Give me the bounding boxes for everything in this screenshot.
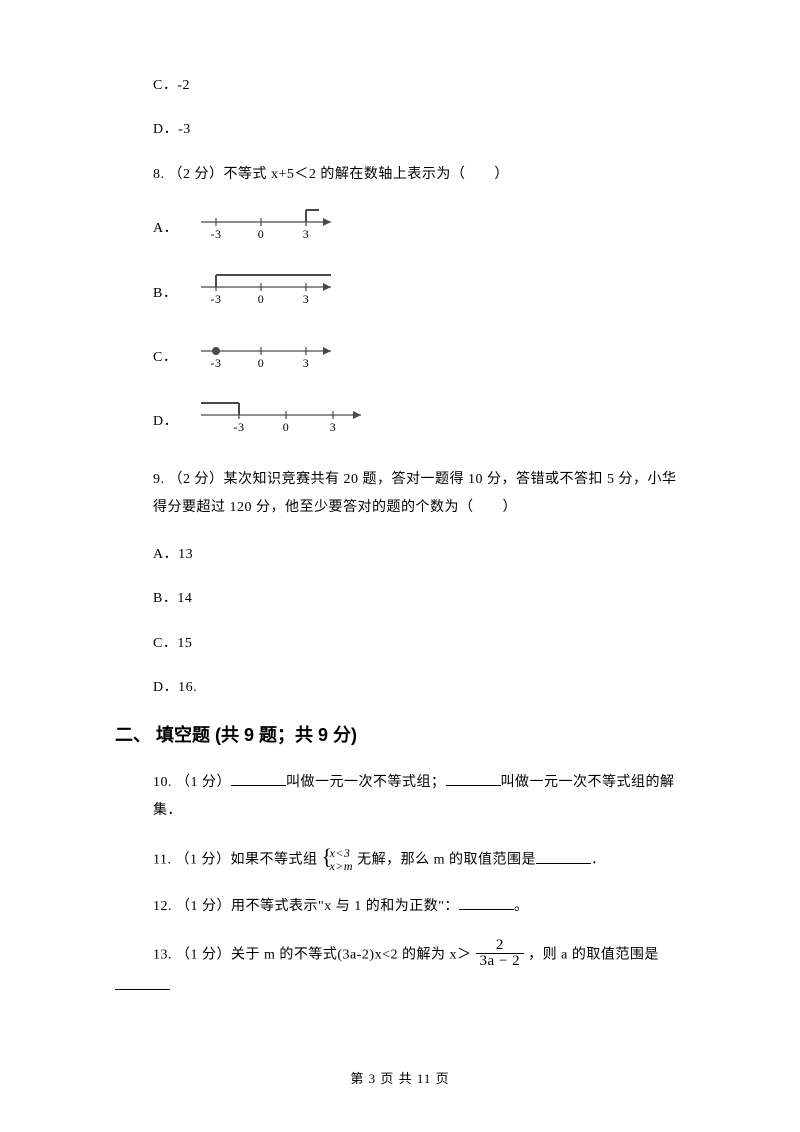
- blank[interactable]: [459, 896, 514, 910]
- q13-mid: ，则 a 的取值范围是: [528, 948, 659, 963]
- svg-text:0: 0: [258, 356, 265, 370]
- q10-mid1: 叫做一元一次不等式组；: [286, 775, 446, 790]
- fraction-denominator: 3a − 2: [476, 953, 525, 969]
- svg-text:0: 0: [258, 227, 265, 241]
- q8-option-b-label: B．: [153, 283, 181, 305]
- q8-text: 8. （2 分）不等式 x+5＜2 的解在数轴上表示为（ ）: [115, 164, 685, 186]
- svg-text:0: 0: [283, 420, 290, 434]
- q9-option-d: D．16.: [115, 677, 685, 699]
- fraction-numerator: 2: [476, 938, 525, 953]
- q10-pre: 10. （1 分）: [153, 775, 231, 790]
- number-line-c: -3 0 3: [191, 337, 351, 379]
- blank[interactable]: [536, 850, 591, 864]
- q9-option-b: B．14: [115, 588, 685, 610]
- svg-text:-3: -3: [234, 420, 245, 434]
- svg-text:-3: -3: [211, 292, 222, 306]
- brace-expression: x<3 x>m: [321, 847, 353, 873]
- q11-post: ．: [591, 853, 606, 868]
- brace-bot: x>m: [329, 860, 353, 873]
- svg-text:3: 3: [303, 227, 310, 241]
- page-footer: 第 3 页 共 11 页: [0, 1068, 800, 1087]
- section-2-header: 二、 填空题 (共 9 题；共 9 分): [115, 721, 685, 747]
- svg-text:-3: -3: [211, 227, 222, 241]
- q11: 11. （1 分）如果不等式组 x<3 x>m 无解，那么 m 的取值范围是 ．: [115, 847, 685, 873]
- q8-option-b: B． -3 0 3: [115, 273, 685, 315]
- svg-text:0: 0: [258, 292, 265, 306]
- q8-option-a-label: A．: [153, 218, 181, 240]
- blank[interactable]: [115, 976, 170, 990]
- q8-option-a: A． -3 0 3: [115, 208, 685, 250]
- q12: 12. （1 分）用不等式表示"x 与 1 的和为正数"： 。: [115, 896, 685, 918]
- q8-option-c: C． -3 0 3: [115, 337, 685, 379]
- svg-text:-3: -3: [211, 356, 222, 370]
- q9-text: 9. （2 分）某次知识竞赛共有 20 题，答对一题得 10 分，答错或不答扣 …: [115, 466, 685, 522]
- svg-text:3: 3: [303, 292, 310, 306]
- q9-option-c: C．15: [115, 633, 685, 655]
- fraction: 2 3a − 2: [476, 938, 525, 969]
- q10: 10. （1 分）叫做一元一次不等式组；叫做一元一次不等式组的解集．: [115, 769, 685, 825]
- svg-text:3: 3: [303, 356, 310, 370]
- blank[interactable]: [446, 772, 501, 786]
- q8-option-d: D． -3 0 3: [115, 401, 685, 443]
- blank[interactable]: [231, 772, 286, 786]
- q8-option-c-label: C．: [153, 347, 181, 369]
- q13-pre: 13. （1 分）关于 m 的不等式(3a-2)x<2 的解为 x＞: [153, 948, 476, 963]
- q11-pre: 11. （1 分）如果不等式组: [153, 853, 321, 868]
- number-line-d: -3 0 3: [191, 401, 379, 443]
- q9-text-span: 9. （2 分）某次知识竞赛共有 20 题，答对一题得 10 分，答错或不答扣 …: [153, 472, 677, 515]
- q8-option-d-label: D．: [153, 411, 181, 433]
- q12-pre: 12. （1 分）用不等式表示"x 与 1 的和为正数"：: [153, 899, 459, 914]
- q7-option-c: C．-2: [115, 75, 685, 97]
- number-line-b: -3 0 3: [191, 273, 351, 315]
- q12-post: 。: [514, 899, 529, 914]
- q7-option-d: D．-3: [115, 119, 685, 141]
- number-line-a: -3 0 3: [191, 208, 351, 250]
- q11-mid: 无解，那么 m 的取值范围是: [357, 853, 536, 868]
- q13: 13. （1 分）关于 m 的不等式(3a-2)x<2 的解为 x＞ 2 3a …: [115, 940, 685, 1002]
- q9-option-a: A．13: [115, 544, 685, 566]
- page-content: C．-2 D．-3 8. （2 分）不等式 x+5＜2 的解在数轴上表示为（ ）…: [0, 0, 800, 1064]
- svg-text:3: 3: [330, 420, 337, 434]
